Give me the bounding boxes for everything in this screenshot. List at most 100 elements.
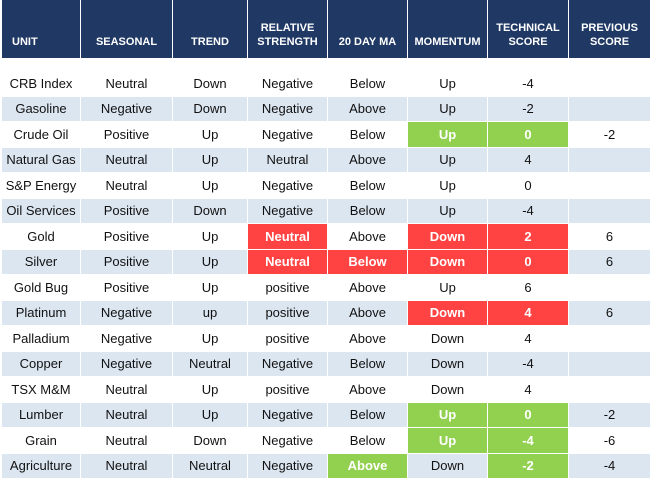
table-cell: Negative — [248, 173, 327, 198]
table-cell: Negative — [81, 96, 172, 121]
table-cell: Lumber — [2, 402, 80, 427]
table-cell: Negative — [81, 351, 172, 376]
table-cell: Crude Oil — [2, 122, 80, 147]
table-cell: 6 — [569, 249, 650, 274]
table-cell: -2 — [569, 122, 650, 147]
table-cell: Neutral — [173, 351, 247, 376]
table-cell: Negative — [248, 402, 327, 427]
table-cell: Up — [408, 71, 487, 96]
table-cell: Up — [173, 326, 247, 351]
table-cell: Below — [328, 71, 407, 96]
table-cell: Positive — [81, 198, 172, 223]
highlight-cell: Down — [408, 249, 487, 274]
table-cell: Neutral — [81, 147, 172, 172]
table-cell: Neutral — [81, 402, 172, 427]
table-cell — [569, 198, 650, 223]
table-cell: 6 — [488, 275, 568, 300]
table-cell — [569, 71, 650, 96]
table-cell: -4 — [488, 71, 568, 96]
table-cell: Up — [173, 377, 247, 402]
table-cell: Below — [328, 428, 407, 453]
highlight-cell: 0 — [488, 122, 568, 147]
table-cell: Above — [328, 326, 407, 351]
table-cell: Negative — [248, 122, 327, 147]
table-cell: -4 — [569, 453, 650, 478]
table-cell: positive — [248, 377, 327, 402]
column-header: TREND — [173, 0, 247, 58]
table-cell: 0 — [488, 173, 568, 198]
highlight-cell: 0 — [488, 402, 568, 427]
table-cell: Agriculture — [2, 453, 80, 478]
highlight-cell: 2 — [488, 224, 568, 249]
table-cell: Neutral — [81, 428, 172, 453]
table-cell: Above — [328, 96, 407, 121]
table-cell: Silver — [2, 249, 80, 274]
highlight-cell: Neutral — [248, 249, 327, 274]
table-cell: Below — [328, 173, 407, 198]
table-cell: Down — [173, 428, 247, 453]
table-cell: Below — [328, 198, 407, 223]
table-cell: Down — [408, 377, 487, 402]
column-header: SEASONAL — [81, 0, 172, 58]
table-cell: Up — [173, 275, 247, 300]
table-cell: Positive — [81, 275, 172, 300]
column-header: PREVIOUS SCORE — [569, 0, 650, 58]
table-cell: Down — [173, 71, 247, 96]
table-cell: Negative — [81, 300, 172, 325]
table-cell: Palladium — [2, 326, 80, 351]
table-cell — [569, 173, 650, 198]
column-header: TECHNICAL SCORE — [488, 0, 568, 58]
table-cell — [569, 147, 650, 172]
highlight-cell: Down — [408, 300, 487, 325]
table-cell: 4 — [488, 326, 568, 351]
table-cell: Neutral — [248, 147, 327, 172]
table-cell — [569, 377, 650, 402]
highlight-cell: Up — [408, 122, 487, 147]
table-cell: Copper — [2, 351, 80, 376]
table-cell: -2 — [569, 402, 650, 427]
table-cell: Neutral — [81, 377, 172, 402]
table-cell: Positive — [81, 122, 172, 147]
highlight-cell: Neutral — [248, 224, 327, 249]
column-header: UNIT — [2, 0, 80, 58]
table-cell: -4 — [488, 351, 568, 376]
table-cell: Neutral — [81, 453, 172, 478]
highlight-cell: Up — [408, 428, 487, 453]
table-cell: up — [173, 300, 247, 325]
table-cell: Down — [408, 453, 487, 478]
table-cell: Down — [173, 198, 247, 223]
table-cell: Up — [173, 147, 247, 172]
highlight-cell: -2 — [488, 453, 568, 478]
table-cell: Negative — [248, 351, 327, 376]
table-cell: -2 — [488, 96, 568, 121]
highlight-cell: 4 — [488, 300, 568, 325]
table-cell: -6 — [569, 428, 650, 453]
table-cell: 4 — [488, 377, 568, 402]
table-cell: Below — [328, 402, 407, 427]
table-cell: Down — [408, 351, 487, 376]
table-cell: Up — [173, 224, 247, 249]
table-cell: Above — [328, 377, 407, 402]
highlight-cell: Down — [408, 224, 487, 249]
column-header: RELATIVE STRENGTH — [248, 0, 327, 58]
table-cell: 6 — [569, 300, 650, 325]
table-cell: 4 — [488, 147, 568, 172]
table-cell: Neutral — [81, 173, 172, 198]
table-cell: Neutral — [173, 453, 247, 478]
table-cell — [569, 351, 650, 376]
table-cell: Negative — [248, 198, 327, 223]
table-cell: Above — [328, 275, 407, 300]
column-header: 20 DAY MA — [328, 0, 407, 58]
table-cell: Negative — [248, 71, 327, 96]
table-cell: positive — [248, 326, 327, 351]
highlight-cell: 0 — [488, 249, 568, 274]
table-cell — [569, 96, 650, 121]
table-cell: Up — [408, 275, 487, 300]
table-cell: CRB Index — [2, 71, 80, 96]
table-cell: -4 — [488, 198, 568, 223]
table-cell: Negative — [248, 428, 327, 453]
highlight-cell: Above — [328, 453, 407, 478]
table-cell: Up — [408, 147, 487, 172]
table-cell: Down — [173, 96, 247, 121]
